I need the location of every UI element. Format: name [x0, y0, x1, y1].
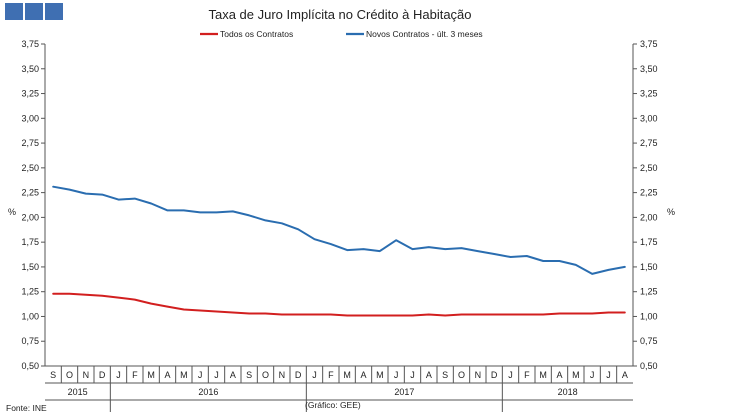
series-line-novos-contratos — [52, 185, 626, 275]
x-tick-label: S — [50, 370, 56, 380]
x-tick-label: N — [475, 370, 482, 380]
legend-label-todos: Todos os Contratos — [220, 29, 293, 39]
y-tick-label-right: 2,00 — [640, 212, 658, 222]
y-tick-label-left: 1,75 — [21, 237, 39, 247]
x-tick-label: N — [279, 370, 286, 380]
x-tick-label: N — [83, 370, 90, 380]
y-tick-label-right: 1,25 — [640, 287, 658, 297]
credit-note: (Gráfico: GEE) — [305, 400, 361, 410]
y-tick-label-left: 2,50 — [21, 163, 39, 173]
y-tick-label-left: 1,50 — [21, 262, 39, 272]
x-tick-label: J — [590, 370, 595, 380]
y-tick-label-right: 1,50 — [640, 262, 658, 272]
y-tick-label-right: 0,50 — [640, 361, 658, 371]
axes — [44, 44, 634, 401]
x-tick-label: M — [539, 370, 547, 380]
y-tick-label-right: 2,25 — [640, 188, 658, 198]
y-axis-left-label: % — [8, 207, 16, 217]
y-tick-label-left: 2,00 — [21, 212, 39, 222]
x-tick-label: A — [556, 370, 562, 380]
x-tick-label: J — [394, 370, 399, 380]
x-tick-label: D — [295, 370, 302, 380]
y-tick-label-right: 2,75 — [640, 138, 658, 148]
x-tick-label: M — [343, 370, 351, 380]
y-tick-label-right: 1,75 — [640, 237, 658, 247]
x-tick-label: A — [164, 370, 170, 380]
x-tick-label: J — [214, 370, 219, 380]
x-tick-label: J — [312, 370, 317, 380]
x-tick-label: J — [508, 370, 513, 380]
year-label: 2015 — [68, 387, 88, 397]
y-axis-right-label: % — [667, 207, 675, 217]
x-tick-label: A — [360, 370, 366, 380]
y-tick-label-left: 1,25 — [21, 287, 39, 297]
y-tick-label-left: 0,75 — [21, 336, 39, 346]
x-tick-label: D — [491, 370, 498, 380]
x-tick-label: F — [524, 370, 530, 380]
x-tick-label: S — [246, 370, 252, 380]
y-tick-label-left: 3,50 — [21, 64, 39, 74]
y-tick-label-left: 2,75 — [21, 138, 39, 148]
header-square-1 — [5, 3, 23, 20]
x-tick-label: D — [99, 370, 106, 380]
y-tick-label-right: 2,50 — [640, 163, 658, 173]
x-tick-label: M — [572, 370, 580, 380]
year-label: 2016 — [198, 387, 218, 397]
series-lines — [52, 185, 626, 317]
series-line-todos-os-contratos — [52, 292, 626, 317]
x-tick-label: A — [230, 370, 236, 380]
y-tick-label-left: 3,75 — [21, 39, 39, 49]
header-square-2 — [25, 3, 43, 20]
x-tick-label: F — [132, 370, 138, 380]
x-tick-label: A — [426, 370, 432, 380]
year-label: 2018 — [558, 387, 578, 397]
y-tick-label-left: 0,50 — [21, 361, 39, 371]
y-tick-label-right: 3,50 — [640, 64, 658, 74]
y-tick-label-left: 2,25 — [21, 188, 39, 198]
x-axis-year-labels: 2015 2016 2017 2018 — [68, 383, 578, 412]
y-tick-label-right: 1,00 — [640, 311, 658, 321]
y-tick-label-right: 3,00 — [640, 113, 658, 123]
year-label: 2017 — [394, 387, 414, 397]
x-tick-label: O — [458, 370, 465, 380]
y-axis-left-ticks: 0,50 0,75 1,00 1,25 1,50 1,75 2,00 2,25 2,50 2,75… — [21, 39, 45, 371]
header-square-3 — [45, 3, 63, 20]
y-tick-label-left: 3,00 — [21, 113, 39, 123]
x-tick-label: J — [198, 370, 203, 380]
x-tick-label: J — [116, 370, 121, 380]
x-tick-label: M — [376, 370, 384, 380]
y-axis-right-ticks: 0,50 0,75 1,00 1,25 1,50 1,75 2,00 2,25 2,50 2,75… — [633, 39, 658, 371]
chart-title: Taxa de Juro Implícita no Crédito à Habi… — [208, 7, 471, 22]
x-tick-label: S — [442, 370, 448, 380]
x-tick-label: O — [66, 370, 73, 380]
y-tick-label-right: 3,25 — [640, 89, 658, 99]
x-tick-label: J — [410, 370, 415, 380]
x-tick-label: J — [606, 370, 611, 380]
y-tick-label-left: 3,25 — [21, 89, 39, 99]
y-tick-label-right: 0,75 — [640, 336, 658, 346]
y-tick-label-left: 1,00 — [21, 311, 39, 321]
x-tick-label: M — [147, 370, 155, 380]
x-tick-label: F — [328, 370, 334, 380]
legend-label-novos: Novos Contratos - últ. 3 meses — [366, 29, 483, 39]
x-tick-label: O — [262, 370, 269, 380]
header-squares — [5, 3, 63, 20]
x-tick-label: M — [180, 370, 188, 380]
x-tick-label: A — [622, 370, 628, 380]
legend: Todos os Contratos Novos Contratos - últ… — [200, 29, 483, 39]
source-note: Fonte: INE — [6, 403, 47, 413]
y-tick-label-right: 3,75 — [640, 39, 658, 49]
